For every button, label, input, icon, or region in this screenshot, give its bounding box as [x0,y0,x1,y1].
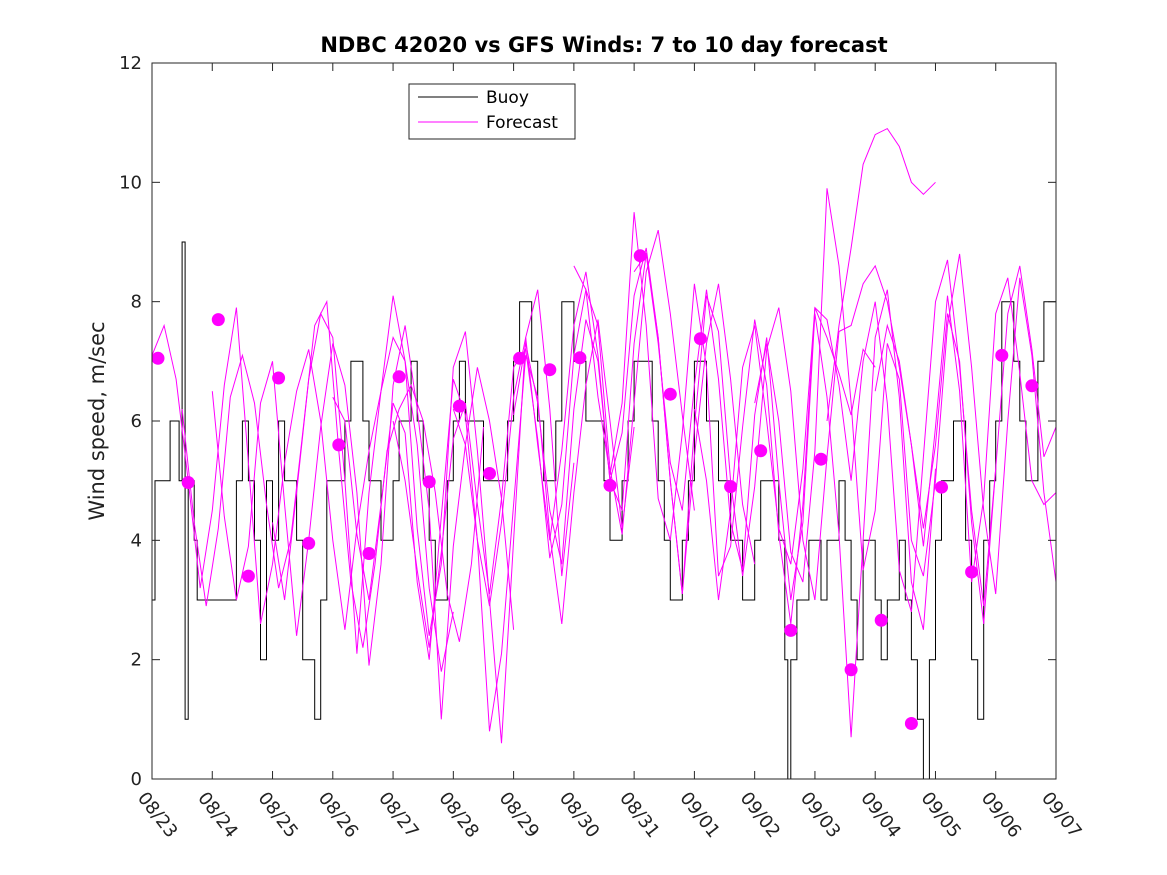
x-tick-label: 09/07 [1037,788,1085,842]
forecast-line-6 [392,229,695,648]
forecast-daily-point [633,249,647,263]
y-axis-ticks: 0 2 4 6 8 10 12 [119,53,1056,790]
forecast-daily-point [814,452,828,466]
x-tick-label: 08/23 [133,788,181,842]
buoy-series [152,241,1057,780]
forecast-line-10 [633,252,936,738]
x-tick-label: 09/02 [736,788,784,842]
y-tick-label: 0 [131,769,142,790]
y-tick-label: 4 [131,530,142,551]
forecast-daily-point [543,363,557,377]
forecast-line-12 [754,188,1057,595]
x-tick-label: 08/26 [314,788,362,842]
forecast-line-14 [826,127,936,422]
forecast-daily-point [241,569,255,583]
forecast-daily-point [1025,379,1039,393]
forecast-daily-point [302,536,316,550]
x-tick-label: 09/04 [856,788,904,842]
legend-box [408,83,576,140]
chart-title: NDBC 42020 vs GFS Winds: 7 to 10 day for… [320,33,887,57]
forecast-daily-point [874,613,888,627]
x-tick-label: 09/01 [675,788,723,842]
forecast-daily-point [935,480,948,494]
forecast-daily-point [362,547,376,560]
forecast-daily-point [904,717,918,730]
forecast-daily-point [332,438,346,452]
x-tick-label: 08/24 [193,788,241,842]
forecast-daily-point [995,348,1009,362]
forecast-line-9 [573,212,876,624]
forecast-daily-point [452,399,466,413]
forecast-daily-point [603,478,617,492]
forecast-daily-point [513,351,527,365]
forecast-line-5 [332,319,635,732]
x-tick-label: 09/05 [917,788,965,842]
forecast-line-15 [874,277,1057,583]
forecast-daily-point [392,370,406,384]
buoy-line [152,241,1057,780]
forecast-line-13 [814,264,1057,624]
forecast-daily-point [784,623,798,637]
forecast-daily-point [151,351,165,365]
x-tick-label: 08/29 [495,788,543,842]
y-axis-label: Wind speed, m/sec [85,321,109,520]
y-tick-label: 6 [131,411,142,432]
forecast-line-2 [181,299,484,648]
forecast-daily-point [844,663,858,677]
y-tick-label: 2 [131,650,142,671]
forecast-daily-point [754,444,768,458]
legend-buoy-label: Buoy [486,88,529,108]
legend: Buoy Forecast [408,83,576,140]
forecast-daily-points [151,249,1039,730]
forecast-series-group [151,127,1057,744]
forecast-daily-point [663,387,677,401]
x-tick-label: 08/30 [555,788,603,842]
forecast-daily-point [693,332,707,346]
y-tick-label: 8 [131,292,142,313]
x-tick-label: 08/25 [254,788,302,842]
x-tick-label: 08/27 [374,788,422,842]
forecast-line-4 [272,289,575,744]
x-tick-label: 08/28 [434,788,482,842]
forecast-daily-point [181,476,195,489]
forecast-daily-point [211,313,225,327]
x-tick-label: 08/31 [615,788,663,842]
forecast-line-11 [693,259,997,613]
forecast-daily-point [724,480,738,494]
forecast-daily-point [965,565,979,579]
x-axis-ticks: 08/23 08/24 08/25 08/26 08/27 08/28 08/29 08/30… [133,63,1086,842]
legend-forecast-label: Forecast [486,113,558,133]
forecast-daily-point [573,351,587,365]
y-tick-label: 10 [119,172,142,193]
y-tick-label: 12 [119,53,142,74]
forecast-daily-point [422,475,436,489]
x-tick-label: 09/06 [977,788,1025,842]
x-tick-label: 09/03 [796,788,844,842]
forecast-daily-point [483,467,496,480]
forecast-daily-point [272,371,286,385]
